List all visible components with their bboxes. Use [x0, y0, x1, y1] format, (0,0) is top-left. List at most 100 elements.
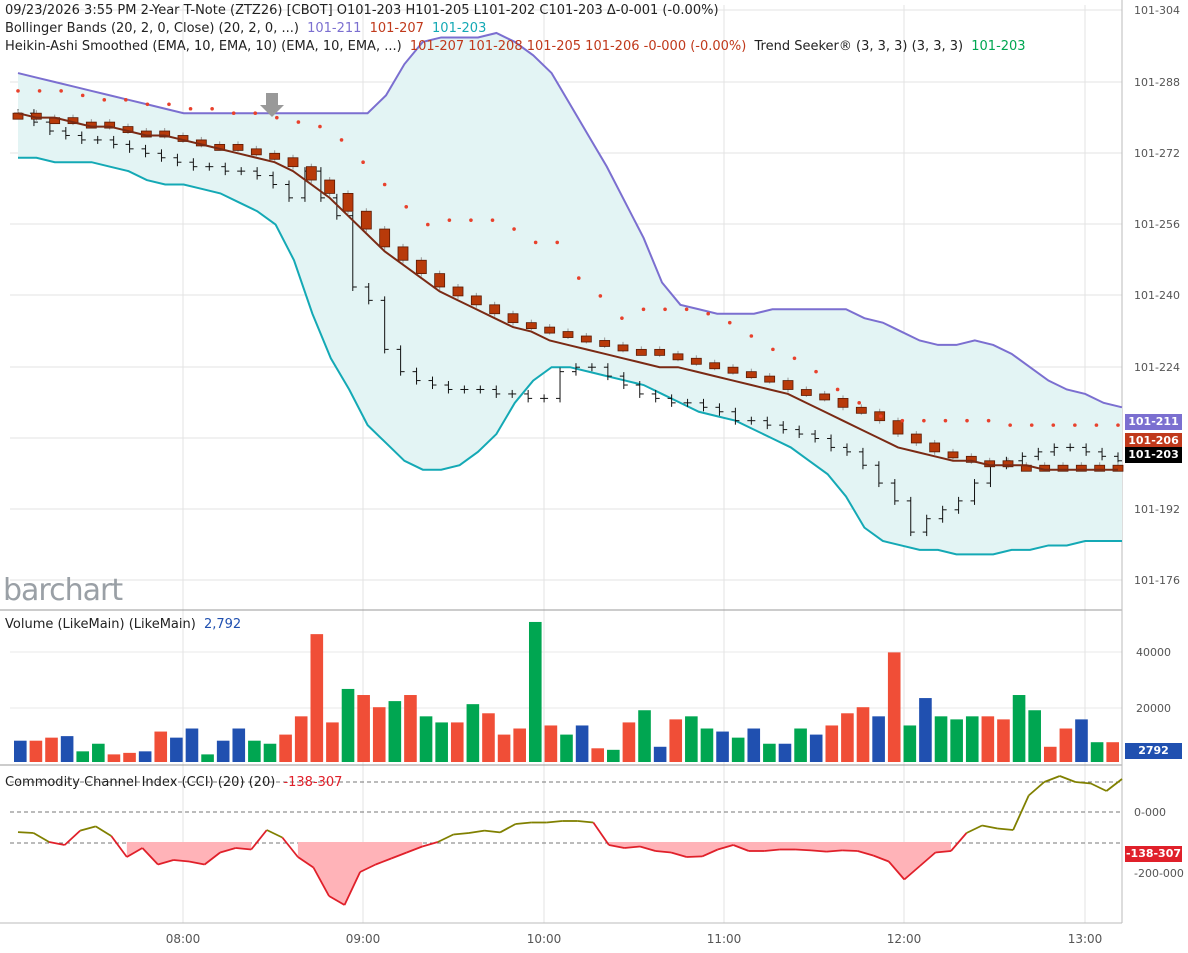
ha-candle	[782, 380, 794, 390]
cci-line-segment	[826, 849, 843, 853]
trend-seeker-dot	[922, 418, 926, 423]
cci-line-segment	[422, 841, 439, 848]
cci-line-segment	[966, 824, 983, 834]
cci-line-segment	[219, 847, 236, 854]
cci-line-segment	[842, 849, 858, 852]
volume-bar	[60, 736, 74, 762]
cci-line-segment	[701, 848, 719, 858]
volume-bar	[731, 737, 745, 762]
cci-line-segment	[997, 827, 1014, 831]
ha-candle	[965, 455, 977, 463]
volume-header: Volume (LikeMain) (LikeMain) 2,792	[5, 617, 245, 632]
ha-candle	[269, 152, 281, 160]
volume-bar	[326, 722, 339, 762]
ha-candle	[709, 362, 721, 370]
volume-bars	[14, 621, 1119, 762]
cci-line-segment	[577, 820, 594, 824]
trend-seeker-dot	[857, 401, 861, 405]
time-axis-label: 12:00	[887, 932, 922, 946]
volume-value: 2,792	[203, 617, 242, 632]
trend-seeker-dot	[555, 240, 560, 245]
cci-line-segment	[1043, 775, 1061, 783]
ha-candle	[580, 335, 592, 343]
volume-bar	[981, 716, 995, 762]
volume-bar	[809, 734, 823, 762]
volume-bar	[560, 734, 573, 762]
trend-seeker-dot	[641, 307, 646, 312]
volume-bar	[29, 740, 43, 762]
trend-seeker-dot	[576, 276, 581, 280]
volume-axis-label: 40000	[1136, 646, 1171, 659]
ha-candle	[452, 286, 464, 297]
bb-lower-value: 101-203	[432, 21, 487, 36]
barchart-logo: barchart	[3, 573, 123, 608]
cci-label: Commodity Channel Index (CCI) (20) (20)	[5, 775, 276, 790]
cci-line-segment	[795, 848, 812, 852]
ha-candle	[434, 273, 446, 288]
ha-candle	[690, 357, 702, 365]
bollinger-upper-line	[17, 31, 1123, 409]
volume-label: Volume (LikeMain) (LikeMain)	[5, 617, 196, 632]
ha-candle	[507, 313, 519, 324]
trend-seeker-dot	[124, 98, 128, 102]
volume-bar	[357, 695, 370, 762]
cci-series	[17, 775, 1123, 906]
cci-line-segment	[297, 856, 314, 869]
ha-candle	[324, 179, 336, 194]
cci-line-segment	[468, 829, 485, 834]
cci-line-segment	[343, 871, 361, 906]
volume-bar	[669, 719, 683, 762]
trend-seeker-dot	[835, 387, 840, 392]
volume-bar	[872, 716, 885, 762]
cci-line-segment	[141, 847, 159, 866]
time-axis-label: 11:00	[707, 932, 742, 946]
trend-seeker-dot	[426, 222, 430, 227]
trend-seeker-dot	[620, 316, 624, 320]
volume-bar	[170, 737, 183, 762]
cci-line-segment	[546, 820, 563, 824]
ha-candle	[617, 344, 629, 352]
ha-candle	[947, 451, 959, 459]
header-line-bb: Bollinger Bands (20, 2, 0, Close) (20, 2…	[5, 21, 490, 36]
trend-seeker-dot	[275, 115, 279, 120]
trend-seeker-dot	[771, 347, 775, 352]
volume-bar	[700, 728, 714, 762]
time-axis-label: 13:00	[1068, 932, 1103, 946]
volume-bar	[622, 722, 636, 762]
volume-bar	[841, 713, 854, 762]
price-axis-label: 101-288	[1134, 76, 1180, 89]
bollinger-lower-line	[18, 156, 1122, 556]
volume-bar	[341, 688, 355, 762]
trend-seeker-dot	[59, 89, 63, 93]
time-axis-label: 10:00	[527, 932, 562, 946]
trend-seeker-dot	[749, 334, 754, 338]
volume-bar	[404, 695, 417, 762]
volume-bar	[950, 719, 963, 762]
trend-seeker-dot	[16, 89, 20, 93]
cci-line-segment	[1075, 781, 1091, 785]
ha-candle	[599, 340, 611, 347]
trend-seeker-dot	[80, 93, 85, 98]
ha-candle	[635, 348, 647, 356]
instrument-summary: 09/23/2026 3:55 PM 2-Year T-Note (ZTZ26)…	[5, 3, 719, 18]
volume-bar	[310, 634, 324, 762]
cci-line-segment	[872, 854, 890, 863]
header-line-1: 09/23/2026 3:55 PM 2-Year T-Note (ZTZ26)…	[5, 3, 723, 18]
cci-line-segment	[981, 824, 998, 830]
ha-candle	[654, 348, 666, 356]
volume-bar	[1028, 710, 1041, 762]
trend-seeker-dot	[382, 182, 387, 187]
header-line-ha: Heikin-Ashi Smoothed (EMA, 10, EMA, 10) …	[5, 39, 1030, 54]
trend-seeker-dot	[663, 307, 667, 312]
ha-candle	[415, 259, 427, 275]
ha-candle	[342, 193, 354, 212]
volume-bar	[856, 707, 870, 762]
volume-bar	[138, 751, 152, 762]
volume-bar	[1059, 728, 1073, 762]
price-axis-label: 101-272	[1134, 147, 1180, 160]
volume-bar	[123, 752, 136, 762]
cci-line-segment	[204, 851, 221, 866]
ha-candle	[892, 420, 904, 435]
volume-bar	[638, 710, 651, 762]
volume-bar	[388, 701, 402, 762]
